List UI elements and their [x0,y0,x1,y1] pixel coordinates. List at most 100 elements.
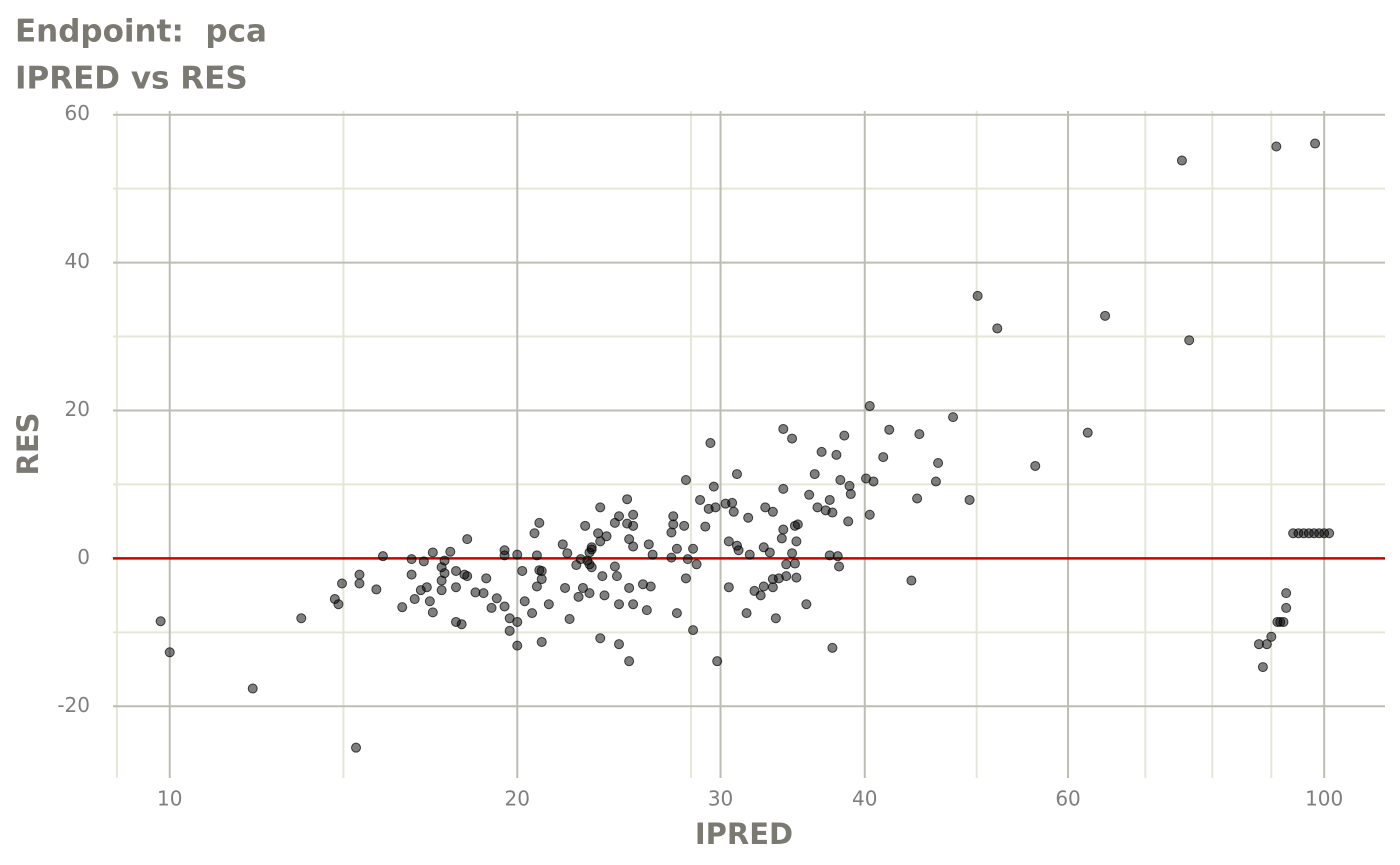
y-tick-label: 60 [65,101,90,125]
data-point [964,494,975,505]
data-point [700,521,711,532]
data-point [835,474,846,485]
data-point [424,596,435,607]
data-point [527,608,538,619]
data-point [580,520,591,531]
data-point [296,613,307,624]
data-point [557,539,568,550]
data-point [418,556,429,567]
data-point [628,541,639,552]
data-point [930,476,941,487]
data-point [628,509,639,520]
data-point [688,543,699,554]
data-point [409,594,420,605]
y-tick-label: 20 [65,397,90,421]
data-point [470,587,481,598]
data-point [462,571,473,582]
data-point [723,582,734,593]
data-point [708,481,719,492]
x-tick-label: 10 [157,787,182,811]
data-point [834,561,845,572]
x-tick-label: 30 [708,787,733,811]
data-point [573,591,584,602]
data-point [972,290,983,301]
data-point [451,565,462,576]
data-point [641,605,652,616]
data-point [614,511,625,522]
data-point [1261,639,1272,650]
data-point [351,742,362,753]
data-point [844,480,855,491]
data-point [933,457,944,468]
data-point [787,548,798,559]
data-point [832,551,843,562]
data-point [839,430,850,441]
data-point [512,616,523,627]
data-point [778,524,789,535]
data-point [491,593,502,604]
data-point [680,474,691,485]
data-point [884,424,895,435]
data-point [912,493,923,504]
data-point [531,581,542,592]
data-point [1176,155,1187,166]
data-point [804,489,815,500]
data-point [512,549,523,560]
data-point [743,512,754,523]
data-point [733,545,744,556]
data-point [647,549,658,560]
data-point [728,506,739,517]
data-point [562,548,573,559]
data-point [1271,141,1282,152]
data-point [914,429,925,440]
data-point [601,531,612,542]
data-point [614,639,625,650]
data-point [691,559,702,570]
data-point [1184,335,1195,346]
data-point [597,571,608,582]
data-point [595,633,606,644]
data-point [864,509,875,520]
data-point [624,656,635,667]
data-point [643,539,654,550]
data-point [770,613,781,624]
data-point [671,608,682,619]
data-point [710,502,721,513]
data-point [247,683,258,694]
data-point [760,502,771,513]
data-point [680,573,691,584]
data-point [536,636,547,647]
data-point [560,582,571,593]
data-point [723,536,734,547]
data-point [478,588,489,599]
data-point [439,555,450,566]
data-point [789,558,800,569]
data-point [1082,427,1093,438]
data-point [593,528,604,539]
data-point [682,554,693,565]
data-point [727,497,738,508]
data-point [595,502,606,513]
data-point [536,565,547,576]
data-point [333,599,344,610]
data-point [628,520,639,531]
y-tick-label: -20 [57,693,90,717]
data-point [451,582,462,593]
data-point [791,536,802,547]
data-point [705,438,716,449]
data-point [595,536,606,547]
data-point [1310,138,1321,149]
data-point [164,647,175,658]
data-point [614,599,625,610]
data-point [462,534,473,545]
chart-subtitle: IPRED vs RES [15,61,248,97]
data-point [948,412,959,423]
data-point [781,559,792,570]
data-point [764,547,775,558]
data-point [406,569,417,580]
data-point [427,547,438,558]
data-point [1257,662,1268,673]
data-point [758,581,769,592]
data-point [609,561,620,572]
